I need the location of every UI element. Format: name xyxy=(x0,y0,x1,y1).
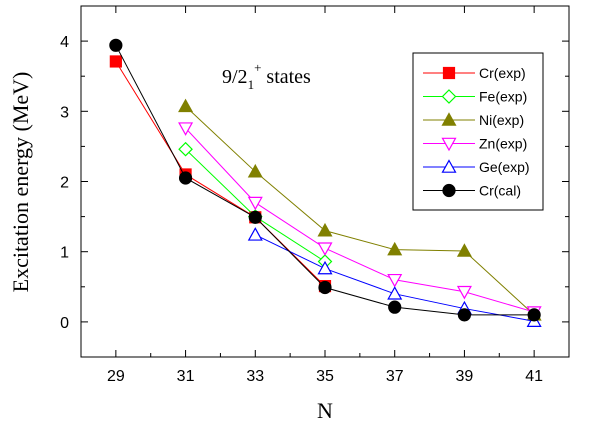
data-point xyxy=(317,222,333,237)
data-point xyxy=(388,300,402,314)
data-point xyxy=(387,241,403,256)
data-point xyxy=(248,210,262,224)
data-point xyxy=(247,227,263,241)
data-point xyxy=(387,286,403,300)
data-point xyxy=(178,98,194,113)
legend-item: Ni(exp) xyxy=(423,112,524,128)
data-point xyxy=(178,122,194,136)
legend: Cr(exp) Fe(exp) Ni(exp) Zn(exp) Ge(exp) Cr(ca… xyxy=(412,52,544,211)
legend-label: Ge(exp) xyxy=(479,159,530,175)
data-point xyxy=(527,308,541,322)
legend-marker xyxy=(441,137,457,152)
data-point xyxy=(317,260,333,275)
legend-label: Cr(exp) xyxy=(479,65,526,81)
y-tick-label: 2 xyxy=(60,175,69,192)
y-tick-label: 1 xyxy=(60,245,69,262)
legend-marker xyxy=(442,183,456,198)
legend-label: Ni(exp) xyxy=(479,112,524,128)
data-point xyxy=(247,196,263,211)
legend-marker xyxy=(441,89,457,104)
y-tick-label: 4 xyxy=(60,34,69,51)
x-tick-label: 33 xyxy=(246,368,264,385)
series-5 xyxy=(109,38,541,322)
annotation-main: 9/2 xyxy=(222,66,248,88)
states-annotation: 9/21 + states xyxy=(222,60,311,92)
data-point xyxy=(457,308,472,322)
data-point xyxy=(456,243,472,257)
legend-item: Cr(cal) xyxy=(423,183,521,199)
legend-item: Cr(exp) xyxy=(423,65,526,81)
legend-marker xyxy=(441,159,457,173)
legend-item: Ge(exp) xyxy=(423,159,530,175)
data-point xyxy=(178,141,193,157)
legend-label: Fe(exp) xyxy=(479,89,527,105)
y-tick-label: 0 xyxy=(60,315,69,332)
legend-box xyxy=(412,52,544,211)
data-point xyxy=(247,163,263,178)
annotation-sub: 1 xyxy=(248,77,255,92)
data-point xyxy=(178,171,193,185)
data-point xyxy=(456,285,472,300)
legend-item: Zn(exp) xyxy=(423,136,527,152)
x-tick-label: 35 xyxy=(316,368,334,385)
annotation-sup: + xyxy=(254,60,261,75)
x-tick-label: 31 xyxy=(177,368,195,385)
legend-item: Fe(exp) xyxy=(423,89,527,105)
legend-label: Zn(exp) xyxy=(479,136,527,152)
legend-label: Cr(cal) xyxy=(479,183,521,199)
data-point xyxy=(317,242,333,256)
y-tick-label: 3 xyxy=(60,104,69,121)
data-point xyxy=(318,280,332,295)
data-point xyxy=(109,55,122,68)
y-axis-title: Excitation energy (MeV) xyxy=(8,72,33,293)
data-point xyxy=(109,38,123,52)
legend-marker xyxy=(442,66,456,80)
x-tick-label: 29 xyxy=(107,368,125,385)
x-tick-label: 41 xyxy=(525,368,543,385)
x-tick-label: 39 xyxy=(456,368,474,385)
x-tick-label: 37 xyxy=(386,368,404,385)
series-0 xyxy=(109,55,332,293)
series-line xyxy=(115,61,326,287)
series-line xyxy=(185,127,535,313)
annotation-rest: states xyxy=(261,66,311,88)
x-axis-title: N xyxy=(317,398,333,423)
legend-marker xyxy=(441,112,457,126)
series-line xyxy=(185,106,535,316)
data-point xyxy=(387,273,403,288)
